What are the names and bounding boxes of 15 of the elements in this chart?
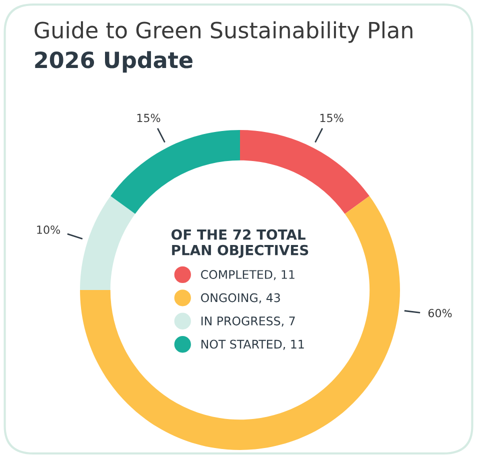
legend-title: OF THE 72 TOTAL PLAN OBJECTIVES [172,229,308,258]
legend-label: NOT STARTED, 11 [201,340,304,350]
donut-slice [110,130,240,214]
legend-label: IN PROGRESS, 7 [201,316,295,327]
legend-label: COMPLETED, 11 [200,270,294,280]
data-label: 60% [428,308,452,318]
donut-slice [80,196,400,450]
chart-subtitle: 2026 Update [35,51,192,73]
legend-label: ONGOING, 43 [200,293,280,304]
donut-slice [240,130,370,214]
data-label: 15% [137,114,160,122]
chart-title: Guide to Green Sustainability Plan [34,21,412,43]
donut-slice [80,196,136,290]
data-label: 15% [320,114,344,122]
data-label: 10% [37,225,60,234]
